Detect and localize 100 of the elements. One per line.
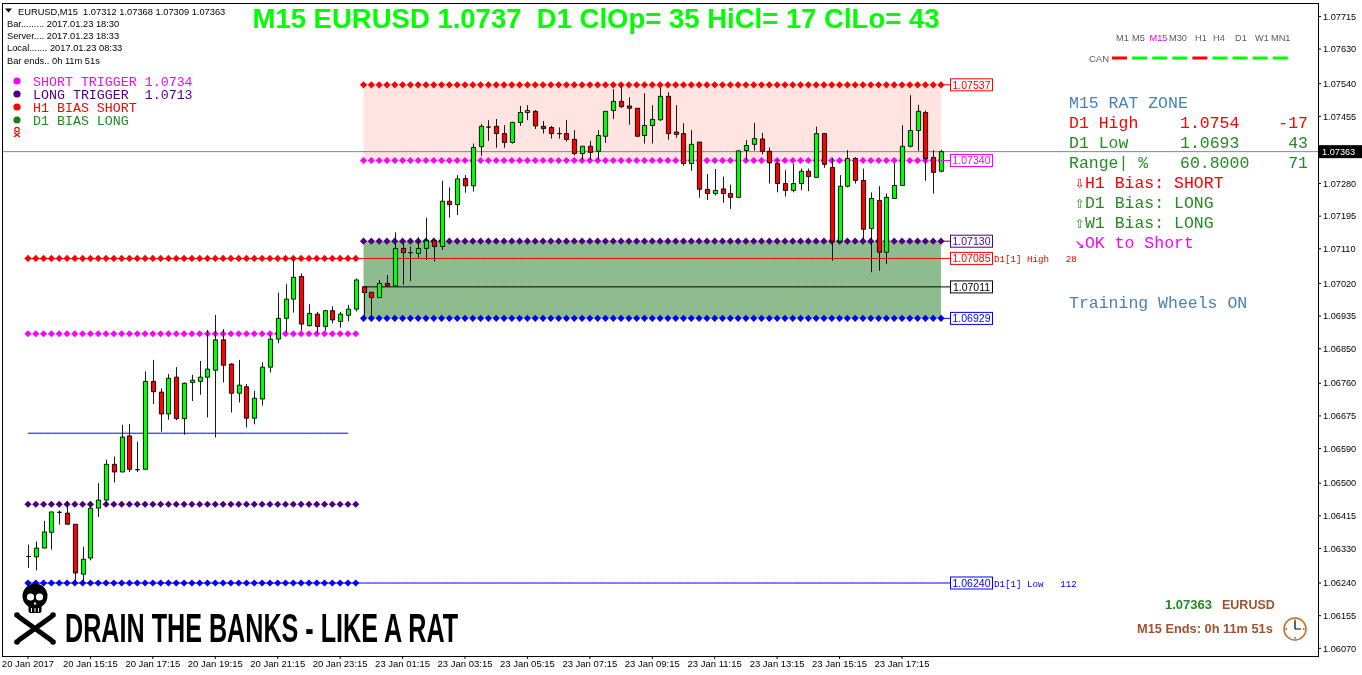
- text: 1.07011: [952, 280, 991, 293]
- candlestick: [907, 94, 914, 148]
- candlestick: [158, 387, 165, 433]
- x-tick-label: 23 Jan 11:15: [687, 658, 742, 669]
- candlestick: [517, 105, 524, 127]
- text: ⇧W1 Bias: LONG: [1075, 214, 1214, 233]
- x-tick-label: 23 Jan 05:15: [499, 658, 555, 669]
- candlestick: [665, 91, 672, 141]
- candlestick: [649, 104, 656, 145]
- y-tick-label: 1.06675: [1323, 411, 1357, 422]
- candlestick: [368, 291, 375, 319]
- y-tick-label: 1.06850: [1323, 343, 1357, 354]
- x-tick-label: 23 Jan 09:15: [624, 658, 680, 669]
- candlestick: [548, 125, 555, 140]
- text: 60.8000: [1180, 154, 1250, 173]
- candlestick: [189, 374, 196, 402]
- text: D1 Low: [1069, 134, 1129, 153]
- text: 1.07340: [952, 154, 991, 167]
- candlestick: [462, 174, 469, 194]
- y-tick-label: 1.07110: [1323, 244, 1356, 255]
- y-tick-label: 1.06070: [1323, 643, 1357, 654]
- candlestick: [80, 546, 87, 584]
- text: D1[1] Low 112: [994, 578, 1077, 590]
- x-tick-label: 20 Jan 21:15: [250, 658, 306, 669]
- candlestick: [337, 311, 344, 329]
- candlestick: [111, 456, 118, 483]
- candlestick: [243, 383, 250, 428]
- candlestick: [556, 127, 563, 140]
- candlestick: [407, 246, 414, 282]
- y-tick-label: 1.06415: [1323, 511, 1357, 522]
- text: M1: [1116, 32, 1129, 43]
- candlestick: [478, 123, 485, 157]
- candlestick: [759, 132, 766, 155]
- candlestick: [142, 370, 149, 470]
- text: 1.06929: [952, 312, 991, 325]
- text: D1: [1235, 32, 1247, 43]
- candlestick: [743, 139, 750, 162]
- x-tick-label: 20 Jan 2017: [1, 658, 55, 669]
- y-tick-label: 1.06330: [1323, 543, 1357, 554]
- x-tick-label: 23 Jan 07:15: [562, 658, 618, 669]
- annotation: EURUSD,M15 1.07312 1.07368 1.07309 1.07363: [18, 6, 226, 17]
- text: 1.0754: [1180, 114, 1240, 133]
- candlestick: [727, 184, 734, 210]
- candlestick: [782, 169, 789, 198]
- annotation: Local....... 2017.01.23 08:33: [7, 43, 123, 53]
- candlestick: [485, 119, 492, 142]
- annotation: LONG TRIGGER 1.0713: [33, 87, 193, 103]
- candlestick: [165, 373, 172, 421]
- candlestick: [251, 390, 258, 425]
- y-tick-label: 1.06500: [1323, 478, 1357, 489]
- x-tick-label: 20 Jan 19:15: [187, 658, 243, 669]
- candlestick: [353, 277, 360, 312]
- candlestick: [72, 523, 79, 584]
- text: 1.06240: [952, 576, 991, 589]
- text: W1: [1255, 32, 1269, 43]
- candlestick: [228, 362, 235, 413]
- y-tick-label: 1.07630: [1323, 44, 1357, 55]
- y-tick-label: 1.06935: [1323, 311, 1357, 322]
- text: CAN: [1089, 52, 1110, 64]
- candlestick: [259, 361, 266, 407]
- y-tick-label: 1.07195: [1323, 211, 1357, 222]
- text: H4: [1213, 32, 1225, 43]
- y-tick-label: 1.06590: [1323, 443, 1357, 454]
- annotation: D1 BIAS LONG: [33, 113, 129, 129]
- text: MN1: [1271, 32, 1291, 43]
- annotation: Server.... 2017.01.23 18:33: [7, 31, 120, 41]
- candlestick: [805, 168, 812, 192]
- candlestick: [197, 360, 204, 396]
- candlestick: [673, 104, 680, 139]
- annotation: H1 BIAS SHORT: [33, 100, 137, 116]
- candlestick: [720, 176, 727, 204]
- y-tick-label: 1.07540: [1323, 78, 1357, 89]
- x-tick-label: 23 Jan 01:15: [375, 658, 431, 669]
- candlestick: [306, 303, 313, 327]
- x-tick-label: 23 Jan 17:15: [874, 658, 930, 669]
- text: ↘OK to Short: [1075, 234, 1194, 253]
- text: 1.07085: [952, 252, 991, 265]
- candlestick: [41, 520, 48, 549]
- text: ⇧D1 Bias: LONG: [1075, 194, 1214, 213]
- y-tick-label: 1.06240: [1323, 578, 1357, 589]
- text: 1.07537: [952, 78, 991, 91]
- text: 1.0693: [1180, 134, 1240, 153]
- y-tick-label: 1.06760: [1323, 378, 1357, 389]
- candlestick: [563, 119, 570, 143]
- text: 1.07363: [1165, 597, 1212, 612]
- annotation: Bar ends.. 0h 11m 51s: [7, 55, 101, 66]
- annotation: Bar......... 2017.01.23 18:30: [7, 19, 120, 29]
- candlestick: [626, 96, 633, 126]
- text: M30: [1169, 32, 1187, 43]
- text: EURUSD: [1222, 598, 1275, 612]
- candlestick: [134, 441, 141, 473]
- candlestick: [634, 107, 641, 137]
- x-tick-label: 20 Jan 23:15: [312, 658, 368, 669]
- candlestick: [181, 382, 188, 436]
- candlestick: [571, 129, 578, 156]
- annotation: DRAIN THE BANKS - LIKE A RAT: [65, 606, 459, 651]
- text: H1: [1195, 32, 1207, 43]
- text: ⇩H1 Bias: SHORT: [1075, 174, 1224, 193]
- y-tick-label: 1.07020: [1323, 278, 1357, 289]
- candlestick: [290, 257, 297, 314]
